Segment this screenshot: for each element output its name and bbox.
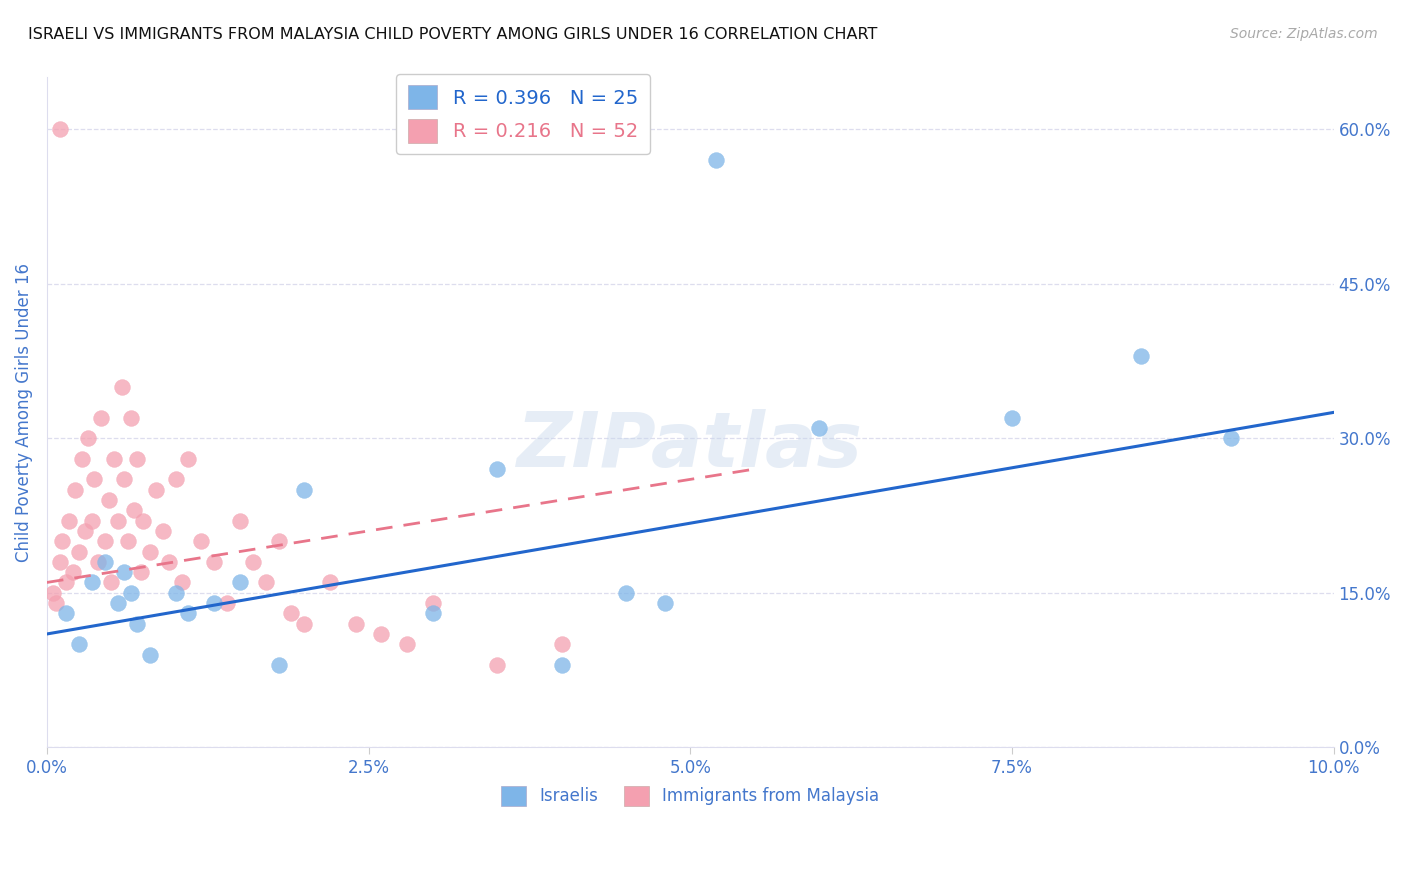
Point bbox=[107, 514, 129, 528]
Point bbox=[125, 451, 148, 466]
Point bbox=[62, 565, 84, 579]
Point bbox=[344, 616, 367, 631]
Point bbox=[280, 607, 302, 621]
Point bbox=[152, 524, 174, 538]
Point bbox=[94, 534, 117, 549]
Text: ZIPatlas: ZIPatlas bbox=[517, 409, 863, 483]
Point bbox=[396, 637, 419, 651]
Point bbox=[486, 462, 509, 476]
Point bbox=[202, 555, 225, 569]
Point bbox=[75, 524, 97, 538]
Point bbox=[124, 503, 146, 517]
Point bbox=[1001, 410, 1024, 425]
Point bbox=[1219, 431, 1241, 445]
Point bbox=[100, 575, 122, 590]
Point bbox=[49, 555, 72, 569]
Point bbox=[129, 565, 152, 579]
Point bbox=[550, 637, 572, 651]
Point bbox=[110, 379, 132, 393]
Point bbox=[1129, 349, 1152, 363]
Point bbox=[370, 627, 392, 641]
Point bbox=[292, 483, 315, 497]
Point bbox=[654, 596, 676, 610]
Point bbox=[807, 421, 830, 435]
Point bbox=[87, 555, 110, 569]
Point bbox=[67, 544, 90, 558]
Point bbox=[97, 493, 120, 508]
Point bbox=[242, 555, 264, 569]
Point bbox=[42, 586, 65, 600]
Point bbox=[55, 607, 77, 621]
Point bbox=[422, 607, 444, 621]
Point bbox=[112, 565, 135, 579]
Point bbox=[67, 637, 90, 651]
Point bbox=[139, 544, 162, 558]
Point bbox=[177, 607, 200, 621]
Point bbox=[120, 410, 142, 425]
Point bbox=[145, 483, 167, 497]
Point bbox=[319, 575, 342, 590]
Text: ISRAELI VS IMMIGRANTS FROM MALAYSIA CHILD POVERTY AMONG GIRLS UNDER 16 CORRELATI: ISRAELI VS IMMIGRANTS FROM MALAYSIA CHIL… bbox=[28, 27, 877, 42]
Point bbox=[94, 555, 117, 569]
Point bbox=[229, 514, 252, 528]
Point bbox=[254, 575, 277, 590]
Point bbox=[170, 575, 193, 590]
Point bbox=[80, 575, 103, 590]
Point bbox=[267, 657, 290, 672]
Point bbox=[422, 596, 444, 610]
Point bbox=[165, 472, 187, 486]
Point bbox=[190, 534, 212, 549]
Point bbox=[125, 616, 148, 631]
Legend: Israelis, Immigrants from Malaysia: Israelis, Immigrants from Malaysia bbox=[495, 779, 886, 813]
Point bbox=[704, 153, 727, 167]
Point bbox=[112, 472, 135, 486]
Point bbox=[292, 616, 315, 631]
Point bbox=[165, 586, 187, 600]
Point bbox=[229, 575, 252, 590]
Point bbox=[215, 596, 238, 610]
Text: Source: ZipAtlas.com: Source: ZipAtlas.com bbox=[1230, 27, 1378, 41]
Point bbox=[486, 657, 509, 672]
Point bbox=[177, 451, 200, 466]
Point bbox=[157, 555, 180, 569]
Point bbox=[120, 586, 142, 600]
Point bbox=[139, 648, 162, 662]
Point bbox=[55, 575, 77, 590]
Point bbox=[550, 657, 572, 672]
Point bbox=[117, 534, 139, 549]
Point bbox=[45, 596, 67, 610]
Point bbox=[58, 514, 80, 528]
Point bbox=[83, 472, 105, 486]
Point bbox=[103, 451, 125, 466]
Point bbox=[90, 410, 112, 425]
Point bbox=[107, 596, 129, 610]
Point bbox=[80, 514, 103, 528]
Point bbox=[614, 586, 637, 600]
Y-axis label: Child Poverty Among Girls Under 16: Child Poverty Among Girls Under 16 bbox=[15, 263, 32, 562]
Point bbox=[202, 596, 225, 610]
Point bbox=[70, 451, 93, 466]
Point bbox=[49, 122, 72, 136]
Point bbox=[132, 514, 155, 528]
Point bbox=[51, 534, 73, 549]
Point bbox=[267, 534, 290, 549]
Point bbox=[63, 483, 86, 497]
Point bbox=[77, 431, 100, 445]
